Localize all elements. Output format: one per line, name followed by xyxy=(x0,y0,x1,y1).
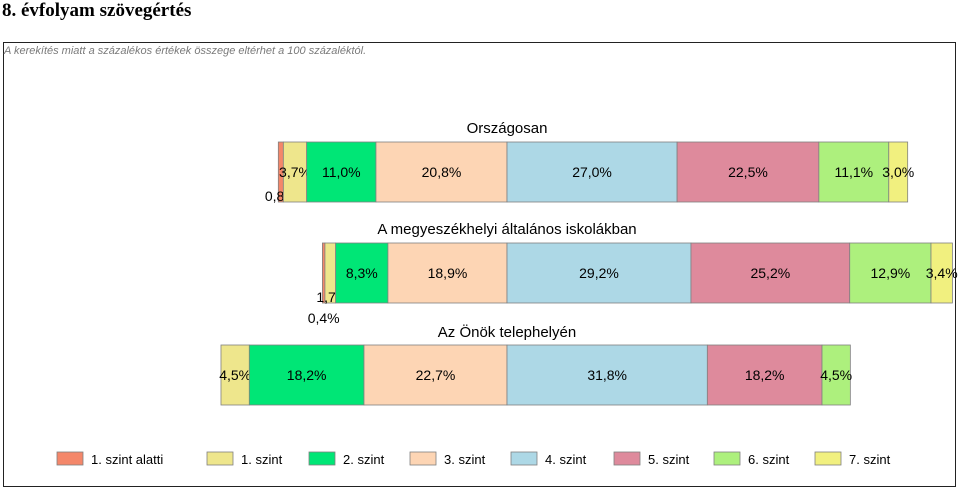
bar-segment-g3-level-2 xyxy=(220,344,250,406)
legend-swatch-7 xyxy=(713,451,741,466)
data-label-g3-level-4: 22,7% xyxy=(416,367,456,383)
bar-segment-g2-level-4 xyxy=(387,242,508,304)
data-label-g3-level-7: 4,5% xyxy=(820,367,852,383)
group-title-1: Országosan xyxy=(467,120,548,137)
legend-swatch-5 xyxy=(510,451,538,466)
legend-label-8: 7. szint xyxy=(849,452,891,467)
data-label-g2-level-6: 25,2% xyxy=(750,265,790,281)
data-label-g3-level-2: 4,5% xyxy=(219,367,251,383)
bar-segment-g3-level-4 xyxy=(363,344,508,406)
page-title: 8. évfolyam szövegértés xyxy=(2,0,192,21)
data-label-g2-level-7: 12,9% xyxy=(871,265,911,281)
legend-swatch-3 xyxy=(308,451,336,466)
legend-label-5: 4. szint xyxy=(545,452,587,467)
bar-segment-g1-level-8 xyxy=(888,141,909,203)
bar-segment-g2-level-7 xyxy=(849,242,932,304)
rounding-note: A kerekítés miatt a százalékos értékek ö… xyxy=(4,45,367,57)
bar-segment-g3-level-6 xyxy=(706,344,823,406)
group-title-3: Az Önök telephelyén xyxy=(438,323,576,341)
bar-segment-g2-level-5 xyxy=(506,242,692,304)
legend-swatch-6 xyxy=(613,451,641,466)
legend-label-4: 3. szint xyxy=(444,452,486,467)
data-label-g1-level-2: 3,7% xyxy=(279,164,311,180)
legend-swatch-1 xyxy=(56,451,84,466)
legend-label-7: 6. szint xyxy=(748,452,790,467)
bar-segment-g1-level-5 xyxy=(506,141,678,203)
bar-segment-g2-level-3 xyxy=(335,242,389,304)
data-label-g1-level-7: 11,1% xyxy=(834,164,873,180)
data-label-g3-level-3: 18,2% xyxy=(287,367,327,383)
data-label-g1-level-5: 27,0% xyxy=(572,164,612,180)
data-label-g2-level-5: 29,2% xyxy=(579,265,619,281)
data-label-g1-level-3: 11,0% xyxy=(322,164,361,180)
bar-segment-g3-level-5 xyxy=(506,344,708,406)
legend-label-1: 1. szint alatti xyxy=(91,452,163,467)
data-label-g3-level-5: 31,8% xyxy=(587,367,627,383)
data-label-g1-level-6: 22,5% xyxy=(728,164,768,180)
legend-swatch-2 xyxy=(206,451,234,466)
data-label-g2-level-4: 18,9% xyxy=(428,265,468,281)
data-label-g2-level-3: 8,3% xyxy=(346,265,378,281)
legend-label-3: 2. szint xyxy=(343,452,385,467)
legend-swatch-4 xyxy=(409,451,437,466)
bar-segment-g3-level-3 xyxy=(248,344,365,406)
data-label-g2-level-8: 3,4% xyxy=(926,265,958,281)
legend-swatch-8 xyxy=(814,451,842,466)
data-label-g1-level-4: 20,8% xyxy=(422,164,462,180)
data-label-g1-level-8: 3,0% xyxy=(882,164,914,180)
legend-label-2: 1. szint xyxy=(241,452,283,467)
group-title-2: A megyeszékhelyi általános iskolákban xyxy=(377,221,636,238)
bar-segment-g3-level-7 xyxy=(821,344,851,406)
bar-segment-g1-level-7 xyxy=(818,141,890,203)
data-label-g2-level-1: 0,4% xyxy=(308,310,340,326)
data-label-g3-level-6: 18,2% xyxy=(745,367,785,383)
bar-segment-g2-level-8 xyxy=(930,242,953,304)
legend-label-6: 5. szint xyxy=(648,452,690,467)
